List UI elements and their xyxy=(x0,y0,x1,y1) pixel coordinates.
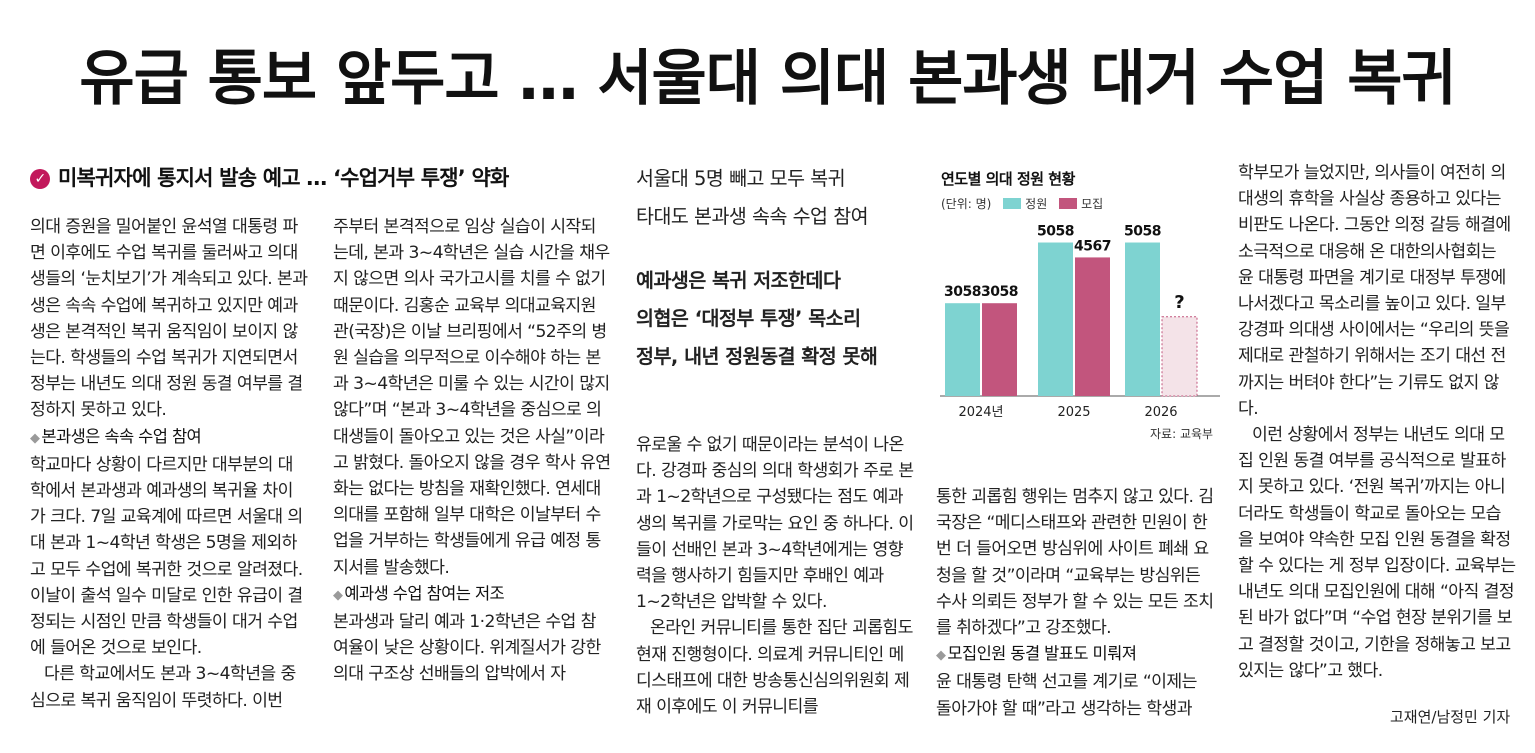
paragraph: 다른 학교에서도 본과 3~4학년을 중심으로 복귀 움직임이 뚜렷하다. 이번 xyxy=(30,664,296,711)
article-column-2: 주부터 본격적으로 임상 실습이 시작되는데, 본과 3~4학년은 실습 시간을… xyxy=(333,214,611,688)
kicker-text: 미복귀자에 통지서 발송 예고 … ‘수업거부 투쟁’ 약화 xyxy=(58,166,509,190)
paragraph: 윤 대통령 탄핵 선고를 계기로 “이제는 돌아가야 할 때”라고 생각하는 학… xyxy=(936,672,1197,719)
paragraph: 통한 괴롭힘 행위는 멈추지 않고 있다. 김 국장은 “메디스태프와 관련한 … xyxy=(936,487,1214,639)
x-tick-label: 2024년 xyxy=(958,405,1003,420)
chart-source: 자료: 교육부 xyxy=(1150,427,1214,441)
bar-정원-2026 xyxy=(1125,242,1160,396)
article-column-1: 의대 증원을 밀어붙인 윤석열 대통령 파면 이후에도 수업 복귀를 둘러싸고 … xyxy=(30,214,308,714)
paragraph: 온라인 커뮤니티를 통한 집단 괴롭힘도 현재 진행형이다. 의료계 커뮤니티인… xyxy=(636,618,913,718)
bar-모집-2024년 xyxy=(982,303,1017,396)
data-label: 4567 xyxy=(1074,238,1111,254)
chart-legend: (단위: 명) 정원 모집 xyxy=(941,195,1103,212)
deck-line: 정부, 내년 정원동결 확정 못해 xyxy=(636,345,878,368)
legend-swatch-정원 xyxy=(1003,198,1022,209)
check-icon: ✓ xyxy=(30,169,50,189)
bar-정원-2024년 xyxy=(945,303,980,396)
data-label: 3058 xyxy=(944,284,981,300)
paragraph: 이런 상황에서 정부는 내년도 의대 모집 인원 동결 여부를 공식적으로 발표… xyxy=(1238,425,1516,681)
paragraph: 유로울 수 없기 때문이라는 분석이 나온다. 강경파 중심의 의대 학생회가 … xyxy=(636,435,914,613)
deck-line: 의협은 ‘대정부 투쟁’ 목소리 xyxy=(636,307,861,330)
article-column-3: 유로울 수 없기 때문이라는 분석이 나온다. 강경파 중심의 의대 학생회가 … xyxy=(636,432,914,720)
headline: 유급 통보 앞두고 … 서울대 의대 본과생 대거 수업 복귀 xyxy=(79,44,1456,114)
paragraph: 학교마다 상황이 다르지만 대부분의 대학에서 본과생과 예과생의 복귀율 차이… xyxy=(30,454,303,659)
article-column-4: 통한 괴롭힘 행위는 멈추지 않고 있다. 김 국장은 “메디스태프와 관련한 … xyxy=(936,484,1214,722)
x-tick-label: 2025 xyxy=(1057,405,1090,420)
deck-line: 타대도 본과생 속속 수업 참여 xyxy=(636,205,869,228)
legend-swatch-모집 xyxy=(1059,198,1078,209)
data-label: 3058 xyxy=(981,284,1018,300)
diamond-icon: ◆ xyxy=(936,648,946,664)
deck-lower: 예과생은 복귀 저조한데다 의협은 ‘대정부 투쟁’ 목소리 정부, 내년 정원… xyxy=(636,262,906,376)
diamond-icon: ◆ xyxy=(333,587,343,603)
bar-정원-2025 xyxy=(1038,242,1073,396)
diamond-icon: ◆ xyxy=(30,430,40,446)
paragraph: 의대 증원을 밀어붙인 윤석열 대통령 파면 이후에도 수업 복귀를 둘러싸고 … xyxy=(30,217,308,421)
data-label: 5058 xyxy=(1037,224,1074,240)
paragraph: 학부모가 늘었지만, 의사들이 여전히 의대생의 휴학을 사실상 종용하고 있다… xyxy=(1238,163,1511,419)
data-label-unknown: ? xyxy=(1174,292,1184,313)
kicker: ✓ 미복귀자에 통지서 발송 예고 … ‘수업거부 투쟁’ 약화 xyxy=(30,162,509,192)
subheading: ◆ 본과생은 속속 수업 참여 xyxy=(30,426,202,446)
paragraph: 주부터 본격적으로 임상 실습이 시작되는데, 본과 3~4학년은 실습 시간을… xyxy=(333,217,611,578)
byline: 고재연/남정민 기자 xyxy=(1390,708,1511,726)
bar-모집-2026-unknown xyxy=(1161,316,1198,397)
legend-label: 정원 xyxy=(1025,197,1048,211)
deck-line: 서울대 5명 빼고 모두 복귀 xyxy=(636,167,846,190)
unit-label: (단위: 명) xyxy=(941,197,992,211)
subheading: ◆ 예과생 수업 참여는 저조 xyxy=(333,583,505,603)
bar-모집-2025 xyxy=(1075,257,1110,396)
deck-line: 예과생은 복귀 저조한데다 xyxy=(636,269,841,292)
paragraph: 본과생과 달리 예과 1·2학년은 수업 참여율이 낮은 상황이다. 위계질서가… xyxy=(333,612,601,685)
x-tick-label: 2026 xyxy=(1144,405,1177,420)
article-column-5: 학부모가 늘었지만, 의사들이 여전히 의대생의 휴학을 사실상 종용하고 있다… xyxy=(1238,160,1516,684)
legend-label: 모집 xyxy=(1081,197,1104,211)
chart-title: 연도별 의대 정원 현황 xyxy=(941,170,1075,188)
data-label: 5058 xyxy=(1124,224,1161,240)
deck-upper: 서울대 5명 빼고 모두 복귀 타대도 본과생 속속 수업 참여 xyxy=(636,160,906,236)
subheading: ◆ 모집인원 동결 발표도 미뤄져 xyxy=(936,644,1137,664)
